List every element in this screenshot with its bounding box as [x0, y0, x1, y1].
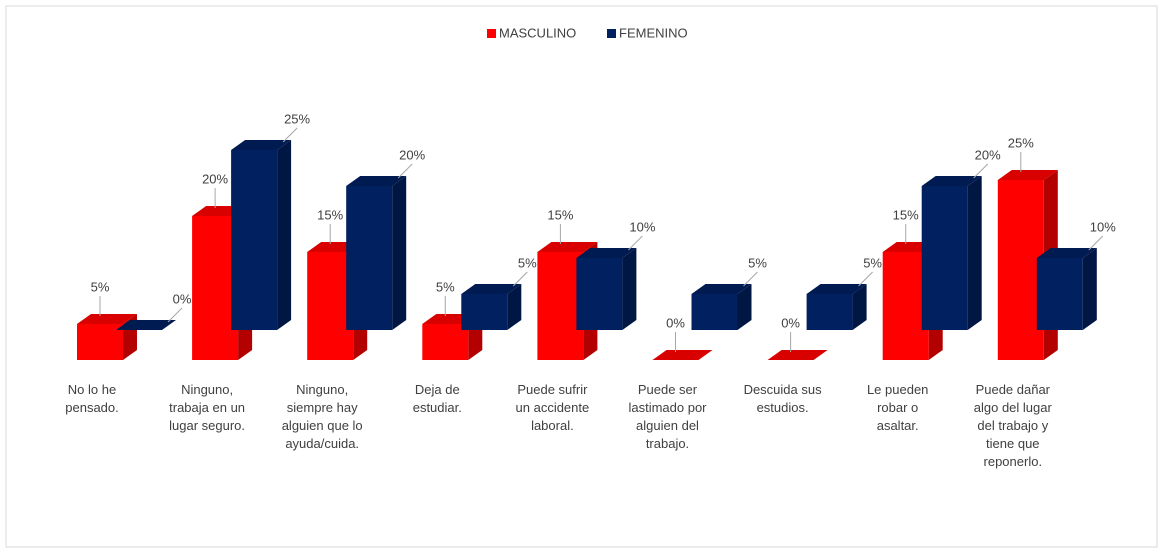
bar-front — [576, 258, 623, 330]
data-label: 25% — [284, 111, 310, 126]
legend-swatch — [487, 29, 496, 38]
x-tick-label: Ninguno, trabaja en un lugar seguro. — [169, 382, 246, 433]
x-tick-label: Ninguno, siempre hay alguien que lo ayud… — [281, 382, 363, 451]
bar-top — [691, 284, 752, 294]
bar-side — [1082, 248, 1097, 330]
data-label: 10% — [1090, 219, 1116, 234]
bar-top — [576, 248, 637, 258]
bar — [691, 284, 752, 330]
bar-top — [997, 170, 1058, 180]
bar-top — [231, 140, 292, 150]
legend-label: FEMENINO — [619, 25, 688, 40]
bar — [116, 320, 176, 330]
bar — [806, 284, 867, 330]
data-label: 20% — [975, 147, 1001, 162]
leader-line — [282, 127, 298, 143]
bar — [77, 314, 137, 360]
bar-front — [691, 294, 738, 330]
leader-line — [858, 271, 873, 287]
bar-top — [1036, 248, 1097, 258]
data-label: 15% — [893, 207, 919, 222]
bar-side — [622, 248, 637, 330]
x-tick-label: Puede sufrir un accidente laboral. — [515, 382, 590, 433]
bar-front — [77, 324, 123, 360]
bar — [461, 284, 522, 330]
data-label: 5% — [91, 279, 110, 294]
bar-top — [77, 314, 137, 324]
bar — [921, 176, 982, 330]
leader-line — [973, 163, 989, 179]
bar-side — [967, 176, 982, 330]
data-label: 5% — [518, 255, 537, 270]
data-label: 25% — [1008, 135, 1034, 150]
data-label: 10% — [629, 219, 655, 234]
bar-top — [461, 284, 522, 294]
bar — [346, 176, 407, 330]
data-label: 5% — [748, 255, 767, 270]
data-label: 20% — [202, 171, 228, 186]
bar-top — [537, 242, 598, 252]
bar-top — [806, 284, 867, 294]
leader-line — [628, 235, 643, 251]
bar-front — [461, 294, 508, 330]
bar-top — [767, 350, 828, 360]
bar-front — [422, 324, 469, 360]
bar-side — [737, 284, 752, 330]
x-tick-label: Descuida sus estudios. — [743, 382, 822, 415]
x-tick-label: No lo he pensado. — [65, 382, 119, 415]
bar-top — [652, 350, 713, 360]
bar-front — [346, 186, 393, 330]
leader-line — [167, 307, 183, 323]
data-label: 5% — [436, 279, 455, 294]
bar — [767, 350, 828, 360]
x-tick-label: Deja de estudiar. — [412, 382, 462, 415]
bar-side — [507, 284, 522, 330]
bar-front — [806, 294, 853, 330]
x-tick-label: Puede ser lastimado por alguien del trab… — [628, 382, 707, 451]
x-tick-label: Le pueden robar o asaltar. — [866, 382, 929, 433]
bar-front — [192, 216, 239, 360]
bar — [231, 140, 292, 330]
leader-line — [743, 271, 758, 287]
bar-side — [852, 284, 867, 330]
leader-line — [1088, 235, 1104, 251]
x-tick-label: Puede dañar algo del lugar del trabajo y… — [973, 382, 1052, 469]
data-label: 0% — [666, 315, 685, 330]
bar-front — [997, 180, 1044, 360]
data-label: 0% — [173, 291, 192, 306]
data-label: 15% — [317, 207, 343, 222]
bar-front — [537, 252, 584, 360]
legend-label: MASCULINO — [499, 25, 576, 40]
bar-front — [1036, 258, 1083, 330]
bar-front — [921, 186, 968, 330]
data-label: 5% — [863, 255, 882, 270]
bar-front — [231, 150, 278, 330]
bar — [576, 248, 637, 330]
bar-front — [307, 252, 354, 360]
bar-top — [116, 320, 176, 330]
bar-side — [392, 176, 407, 330]
bar — [652, 350, 713, 360]
bar — [1036, 248, 1097, 330]
data-label: 20% — [399, 147, 425, 162]
bar-top — [346, 176, 407, 186]
bar-front — [882, 252, 929, 360]
data-label: 15% — [547, 207, 573, 222]
bar-side — [277, 140, 292, 330]
data-label: 0% — [781, 315, 800, 330]
legend-swatch — [607, 29, 616, 38]
bar-top — [921, 176, 982, 186]
leader-line — [512, 271, 528, 287]
leader-line — [397, 163, 413, 179]
